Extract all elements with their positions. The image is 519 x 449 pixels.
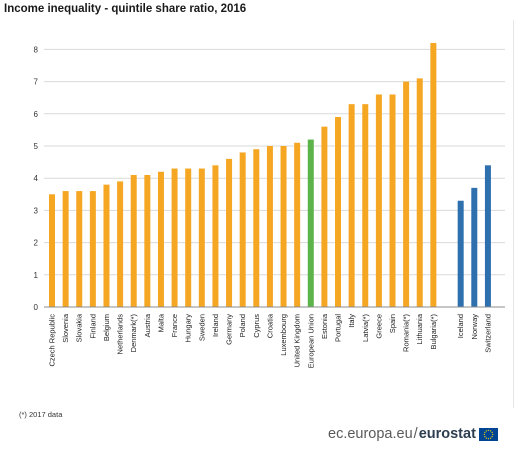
bar[interactable] [348, 104, 355, 307]
bar[interactable] [294, 142, 301, 307]
bar[interactable] [335, 117, 342, 308]
bar[interactable] [457, 200, 464, 307]
y-tick-label: 4 [34, 174, 39, 183]
bar[interactable] [239, 152, 246, 307]
x-tick-label: Czech Republic [48, 314, 57, 367]
x-tick-label: Cyprus [252, 314, 261, 338]
frame-divider [513, 20, 514, 408]
bar[interactable] [89, 191, 96, 307]
x-tick-label: Hungary [184, 314, 193, 343]
chart-title: Income inequality - quintile share ratio… [4, 3, 247, 15]
brand-separator: / [413, 426, 418, 442]
x-tick-label: Estonia [320, 313, 329, 339]
x-tick-label: Germany [225, 314, 234, 345]
bar[interactable] [430, 42, 437, 308]
brand-name: eurostat [418, 426, 476, 442]
bar[interactable] [375, 94, 382, 307]
y-tick-label: 6 [34, 110, 39, 119]
bar[interactable] [389, 94, 396, 307]
bar[interactable] [280, 146, 287, 307]
y-tick-label: 3 [34, 206, 39, 215]
bar[interactable] [76, 191, 83, 307]
x-tick-label: Norway [470, 314, 479, 340]
bar[interactable] [226, 158, 233, 307]
footnote: (*) 2017 data [19, 410, 63, 419]
x-tick-label: Sweden [197, 314, 206, 341]
x-tick-label: Slovakia [75, 313, 84, 342]
bars [49, 42, 491, 308]
x-tick-label: Ireland [211, 314, 220, 337]
x-tick-label: France [170, 314, 179, 337]
bar[interactable] [49, 194, 55, 307]
x-tick-label: Slovenia [61, 313, 70, 343]
bar[interactable] [416, 78, 423, 307]
bar[interactable] [62, 191, 69, 307]
x-tick-label: Finland [88, 314, 97, 339]
x-tick-label: Switzerland [483, 314, 492, 353]
bar[interactable] [171, 168, 178, 307]
x-tick-label: Romania(*) [402, 314, 411, 352]
bar[interactable] [403, 81, 410, 307]
bar[interactable] [471, 187, 478, 307]
x-tick-label: Iceland [456, 314, 465, 338]
x-tick-label: Latvia(*) [361, 314, 370, 342]
x-tick-label: Poland [238, 314, 247, 337]
eu-flag-icon [478, 427, 498, 441]
x-tick-label: United Kingdom [293, 314, 302, 367]
bar-chart: 0 1 2 3 4 5 6 7 8 Czech Republic Slovenia Slovakia… [34, 42, 505, 368]
bar[interactable] [362, 104, 369, 307]
bar[interactable] [484, 165, 491, 307]
x-tick-label: Denmark(*) [129, 314, 138, 353]
y-tick-label: 7 [34, 78, 39, 87]
x-tick-label: Bulgaria(*) [429, 314, 438, 350]
bar[interactable] [130, 174, 137, 307]
x-tick-label: Spain [388, 314, 397, 333]
brand-domain: ec.europa.eu [328, 426, 413, 442]
bar[interactable] [157, 171, 164, 307]
y-tick-label: 5 [34, 142, 39, 151]
bar[interactable] [321, 126, 328, 308]
x-tick-label: Belgium [102, 314, 111, 341]
x-tick-label: Italy [347, 314, 356, 328]
x-tick-label: Netherlands [116, 314, 125, 355]
x-tick-label: Lithuania [415, 313, 424, 344]
x-tick-label: Luxembourg [279, 314, 288, 356]
y-tick-label: 0 [34, 303, 39, 312]
bar[interactable] [185, 168, 192, 307]
y-tick-label: 8 [34, 45, 39, 54]
bar[interactable] [307, 139, 314, 307]
y-axis-tick-labels: 0 1 2 3 4 5 6 7 8 [34, 45, 39, 312]
x-tick-label: Portugal [334, 314, 343, 342]
bar[interactable] [212, 165, 219, 307]
bar[interactable] [117, 181, 124, 307]
x-tick-label: Austria [143, 313, 152, 337]
y-tick-label: 1 [34, 271, 39, 280]
eurostat-brand[interactable]: ec.europa.eu / eurostat [328, 426, 498, 442]
x-tick-label: Greece [374, 314, 383, 339]
x-tick-label: European Union [306, 314, 315, 368]
bar[interactable] [198, 168, 205, 307]
y-tick-label: 2 [34, 239, 39, 248]
bar[interactable] [266, 146, 273, 307]
x-tick-label: Malta [156, 313, 165, 332]
bar[interactable] [103, 184, 110, 307]
x-axis-tick-labels: Czech Republic Slovenia Slovakia Finland Bel… [48, 313, 493, 368]
x-tick-label: Croatia [265, 313, 274, 338]
bar[interactable] [253, 149, 260, 307]
bar[interactable] [144, 174, 151, 307]
